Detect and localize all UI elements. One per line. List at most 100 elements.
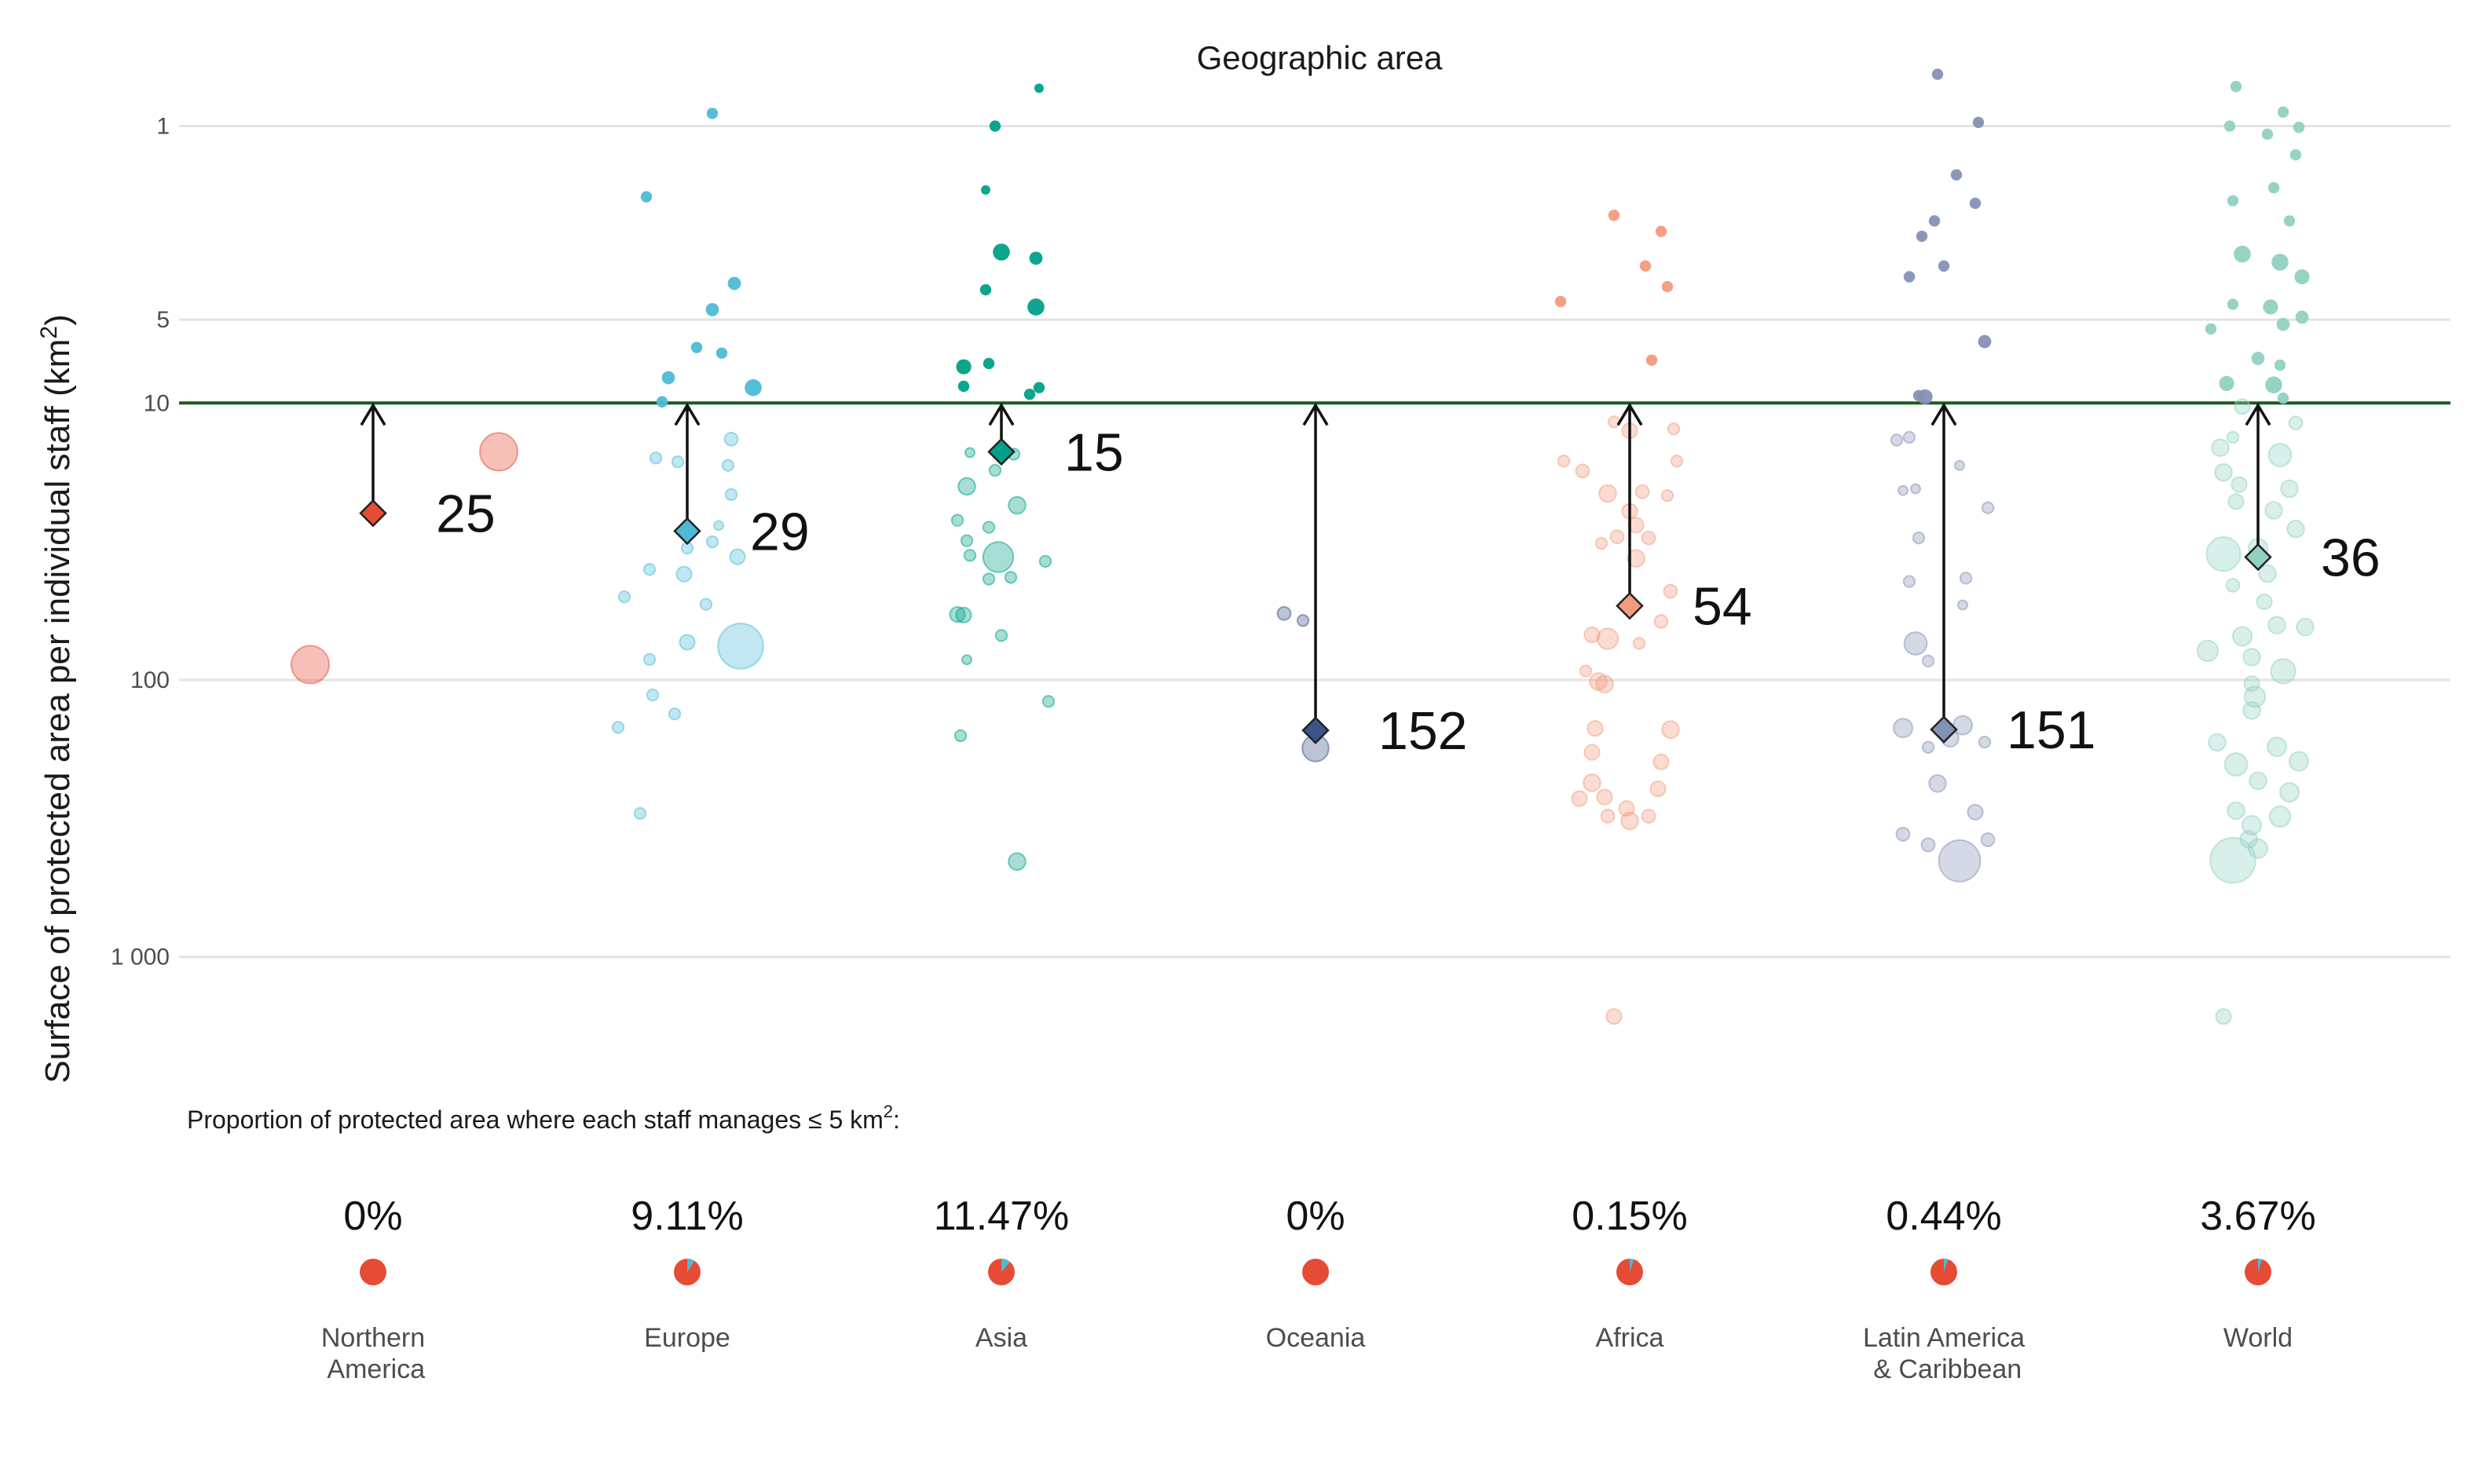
- data-point: [1641, 530, 1656, 546]
- data-point: [1583, 626, 1601, 644]
- data-point: [649, 451, 663, 465]
- data-point: [1957, 599, 1968, 611]
- data-point: [2279, 781, 2300, 802]
- data-point: [1670, 454, 1684, 468]
- data-point: [2286, 519, 2305, 539]
- data-point: [1598, 484, 1617, 503]
- data-point: [2231, 476, 2248, 493]
- data-point: [1632, 637, 1646, 650]
- data-point: [1954, 459, 1965, 471]
- data-point: [2267, 616, 2286, 634]
- median-value-label: 29: [750, 502, 810, 561]
- data-point: [2265, 376, 2282, 393]
- data-point: [1921, 740, 1935, 754]
- data-point: [1008, 852, 1027, 872]
- data-point: [1641, 809, 1656, 824]
- data-point: [1627, 549, 1645, 568]
- proportion-label: 3.67%: [2200, 1193, 2315, 1239]
- data-point: [1895, 827, 1911, 842]
- data-point: [1557, 454, 1571, 468]
- data-point: [2227, 298, 2239, 310]
- data-point: [1041, 695, 1056, 708]
- data-point: [2243, 675, 2260, 693]
- data-point: [2294, 269, 2310, 285]
- data-point: [2211, 438, 2230, 458]
- data-point: [2270, 658, 2297, 685]
- data-point: [1653, 614, 1669, 629]
- category-label: Europe: [644, 1323, 730, 1353]
- category-label: World: [2223, 1323, 2293, 1353]
- data-point: [2274, 359, 2286, 371]
- data-point: [671, 455, 685, 469]
- data-point: [2283, 215, 2296, 227]
- data-point: [1910, 483, 1921, 495]
- y-axis-ticks: 1 5 10 100 1 000: [111, 114, 170, 970]
- proportion-label: 0%: [1286, 1193, 1345, 1239]
- data-point: [2227, 801, 2245, 821]
- data-point: [1967, 803, 1984, 821]
- category-label-line: Latin America: [1863, 1323, 2025, 1353]
- data-point: [1033, 382, 1045, 393]
- data-point: [2289, 751, 2309, 772]
- data-point: [706, 108, 719, 119]
- data-point: [982, 521, 996, 534]
- data-point: [1649, 780, 1667, 798]
- median-marker: [1616, 591, 1644, 620]
- category-label: Northern America: [321, 1323, 425, 1384]
- data-point: [988, 463, 1002, 477]
- category-label: Africa: [1596, 1323, 1664, 1353]
- data-point: [1027, 298, 1045, 316]
- data-point: [1554, 295, 1567, 308]
- data-point: [981, 185, 990, 195]
- data-point: [646, 688, 660, 702]
- data-point: [1004, 571, 1018, 584]
- data-point: [1912, 531, 1926, 545]
- data-point: [2242, 814, 2262, 835]
- data-point: [479, 432, 518, 472]
- data-point: [2227, 195, 2239, 207]
- data-point: [2242, 648, 2261, 667]
- median-arrow-head: [1616, 402, 1643, 426]
- data-point: [1645, 354, 1658, 366]
- category-label-line: Northern: [321, 1323, 425, 1353]
- data-point: [1972, 116, 1985, 129]
- median-arrow-head: [988, 402, 1015, 426]
- data-point: [2277, 106, 2289, 118]
- data-point: [2280, 479, 2299, 499]
- data-point: [2267, 181, 2280, 194]
- data-point: [2209, 836, 2256, 884]
- data-point: [1950, 169, 1963, 181]
- data-point: [2261, 128, 2274, 141]
- median-arrow-head: [360, 402, 386, 426]
- data-point: [705, 302, 719, 316]
- data-point: [1605, 1008, 1623, 1025]
- proportion-label: 0.15%: [1572, 1193, 1687, 1239]
- data-point: [699, 598, 713, 611]
- data-point: [1978, 735, 1992, 749]
- median-value-label: 25: [436, 484, 496, 544]
- data-point: [1600, 809, 1616, 824]
- data-point: [982, 572, 996, 586]
- data-point: [964, 447, 975, 459]
- data-point: [745, 378, 762, 397]
- data-point: [1980, 832, 1996, 847]
- data-point: [1912, 389, 1925, 402]
- data-point: [1620, 811, 1639, 831]
- data-point: [994, 629, 1008, 642]
- data-point: [2289, 148, 2302, 161]
- proportion-pies: 0% 9.11% 11.47% 0% 0.15% 0.44% 3.67%: [343, 1193, 2316, 1285]
- data-point: [2196, 639, 2220, 663]
- data-point: [1594, 536, 1608, 550]
- data-point: [1587, 720, 1604, 737]
- data-point: [2263, 299, 2278, 315]
- data-point: [668, 707, 682, 721]
- data-point: [656, 396, 668, 408]
- data-point: [617, 590, 631, 604]
- data-point: [611, 721, 625, 734]
- y-tick-label: 1: [156, 114, 170, 140]
- category-label-line: Europe: [644, 1323, 730, 1353]
- median-arrow-head: [2245, 402, 2271, 426]
- data-point: [1667, 422, 1681, 436]
- data-point: [2230, 81, 2242, 93]
